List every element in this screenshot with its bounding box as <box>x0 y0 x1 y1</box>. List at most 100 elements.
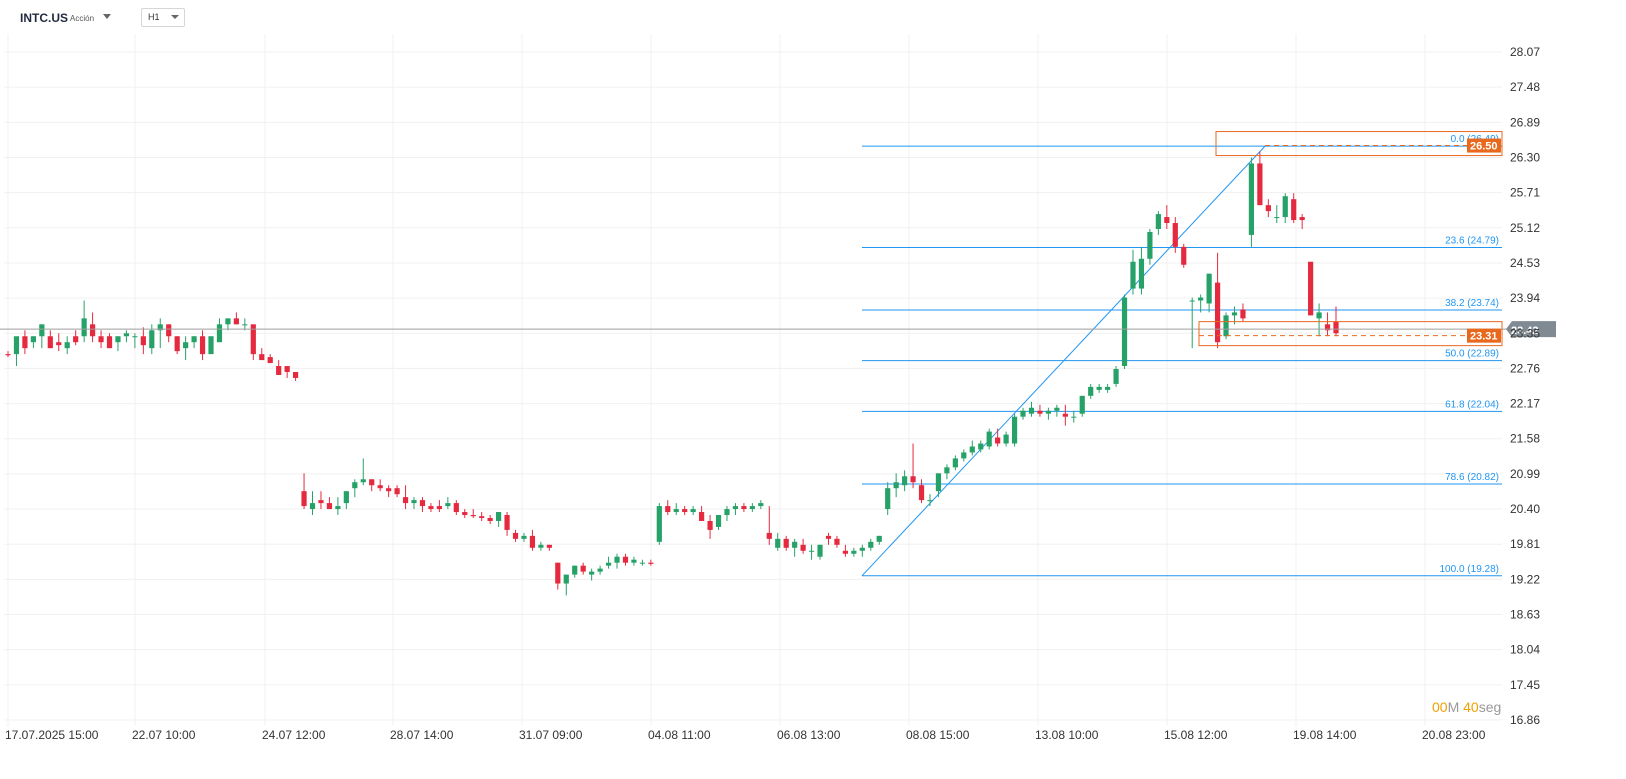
candle-body <box>1265 205 1271 212</box>
current-price-badge <box>1506 321 1556 338</box>
candle-body <box>462 512 468 516</box>
symbol-name[interactable]: INTC.US <box>20 11 68 25</box>
y-tick-label: 17.45 <box>1510 678 1540 692</box>
candlestick-chart[interactable]: 0.0 (26.49)23.6 (24.79)38.2 (23.74)50.0 … <box>0 0 1560 779</box>
candle-body <box>1324 324 1331 331</box>
y-tick-label: 20.99 <box>1510 467 1540 481</box>
candle-bearish <box>386 485 392 498</box>
candle-bearish <box>394 485 400 498</box>
candle-bullish <box>969 440 975 456</box>
x-tick-label: 08.08 15:00 <box>906 728 970 742</box>
candle-body <box>453 503 459 513</box>
candle-bullish <box>859 544 865 557</box>
candle-bearish <box>555 562 561 590</box>
candle-body <box>369 479 375 486</box>
candle-body <box>428 506 434 510</box>
candle-bullish <box>521 532 527 542</box>
instrument-type: Acción <box>70 14 95 23</box>
candle-bearish <box>741 503 747 513</box>
y-tick-label: 27.48 <box>1510 80 1540 94</box>
candle-bullish <box>1020 407 1026 420</box>
candle-body <box>715 515 722 527</box>
candle-bearish <box>1291 193 1297 224</box>
candle-body <box>157 324 163 331</box>
candle-bearish <box>250 324 256 361</box>
x-tick-label: 20.08 23:00 <box>1422 728 1486 742</box>
candle-bearish <box>462 509 468 518</box>
chart-grid <box>4 34 1502 726</box>
candle-body <box>699 512 705 521</box>
candle-bearish <box>479 512 485 521</box>
candle-bullish <box>808 544 815 560</box>
candle-body <box>1206 273 1212 304</box>
candle-body <box>166 324 172 337</box>
candle-body <box>343 491 349 504</box>
candle-bullish <box>1138 246 1145 295</box>
fibonacci-level-label: 50.0 (22.89) <box>1445 349 1499 360</box>
candle-bullish <box>1079 395 1085 417</box>
chart-toolbar: INTC.US Acción H1 <box>0 0 1560 34</box>
candle-body <box>614 556 620 563</box>
candle-bearish <box>1164 205 1170 229</box>
candle-body <box>352 482 358 489</box>
fibonacci-level-label: 100.0 (19.28) <box>1440 564 1500 575</box>
candle-body <box>1088 386 1094 396</box>
candle-body <box>1282 196 1288 218</box>
candle-body <box>89 324 96 337</box>
x-tick-label: 15.08 12:00 <box>1164 728 1228 742</box>
candle-body <box>1231 312 1238 316</box>
fibonacci-level-label: 38.2 (23.74) <box>1445 298 1499 309</box>
candle-bullish <box>495 512 502 527</box>
y-tick-label: 19.22 <box>1510 572 1540 586</box>
candle-body <box>1028 407 1035 414</box>
candle-bearish <box>910 443 916 489</box>
candle-body <box>191 336 197 343</box>
candle-body <box>504 515 510 530</box>
y-tick-label: 26.30 <box>1510 150 1540 164</box>
candle-body <box>1045 410 1052 414</box>
candle-bearish <box>1037 404 1043 417</box>
candle-bullish <box>885 482 891 516</box>
candle-bearish <box>470 509 476 518</box>
candle-bullish <box>1071 410 1077 423</box>
candle-body <box>605 562 612 566</box>
candle-bullish <box>191 336 197 349</box>
candle-bearish <box>369 479 375 492</box>
candle-body <box>902 476 908 486</box>
candle-body <box>817 544 823 557</box>
candle-body <box>656 506 662 542</box>
y-tick-label: 18.04 <box>1510 643 1540 657</box>
candle-body <box>199 336 206 355</box>
candle-body <box>309 503 316 510</box>
candle-countdown-timer: 00M 40seg <box>1432 699 1501 715</box>
candle-bearish <box>842 544 849 557</box>
symbol-dropdown-icon[interactable] <box>103 14 111 19</box>
candle-bullish <box>242 318 248 331</box>
candle-bearish <box>707 515 713 539</box>
candle-bullish <box>157 318 163 349</box>
candle-bullish <box>690 506 696 516</box>
candle-body <box>360 479 366 483</box>
resistance-price-badge <box>1467 138 1501 153</box>
candle-bullish <box>216 318 223 343</box>
candle-bullish <box>225 318 231 331</box>
candle-bullish <box>1282 193 1288 224</box>
candle-body <box>825 535 832 539</box>
x-tick-label: 06.08 13:00 <box>777 728 841 742</box>
candle-body <box>106 336 113 349</box>
candle-bullish <box>935 473 942 498</box>
candle-body <box>952 458 958 468</box>
candle-body <box>1214 282 1221 343</box>
timeframe-select[interactable]: H1 <box>141 8 185 27</box>
candle-body <box>546 544 552 548</box>
candle-body <box>140 336 146 346</box>
candle-bullish <box>1003 431 1009 447</box>
support-price-label: 23.31 <box>1470 331 1498 343</box>
candle-body <box>935 473 942 492</box>
candle-body <box>868 541 874 548</box>
candle-body <box>927 500 933 502</box>
candle-body <box>326 503 333 510</box>
candle-body <box>13 336 20 355</box>
candle-bullish <box>411 497 417 510</box>
candle-body <box>1113 369 1119 384</box>
